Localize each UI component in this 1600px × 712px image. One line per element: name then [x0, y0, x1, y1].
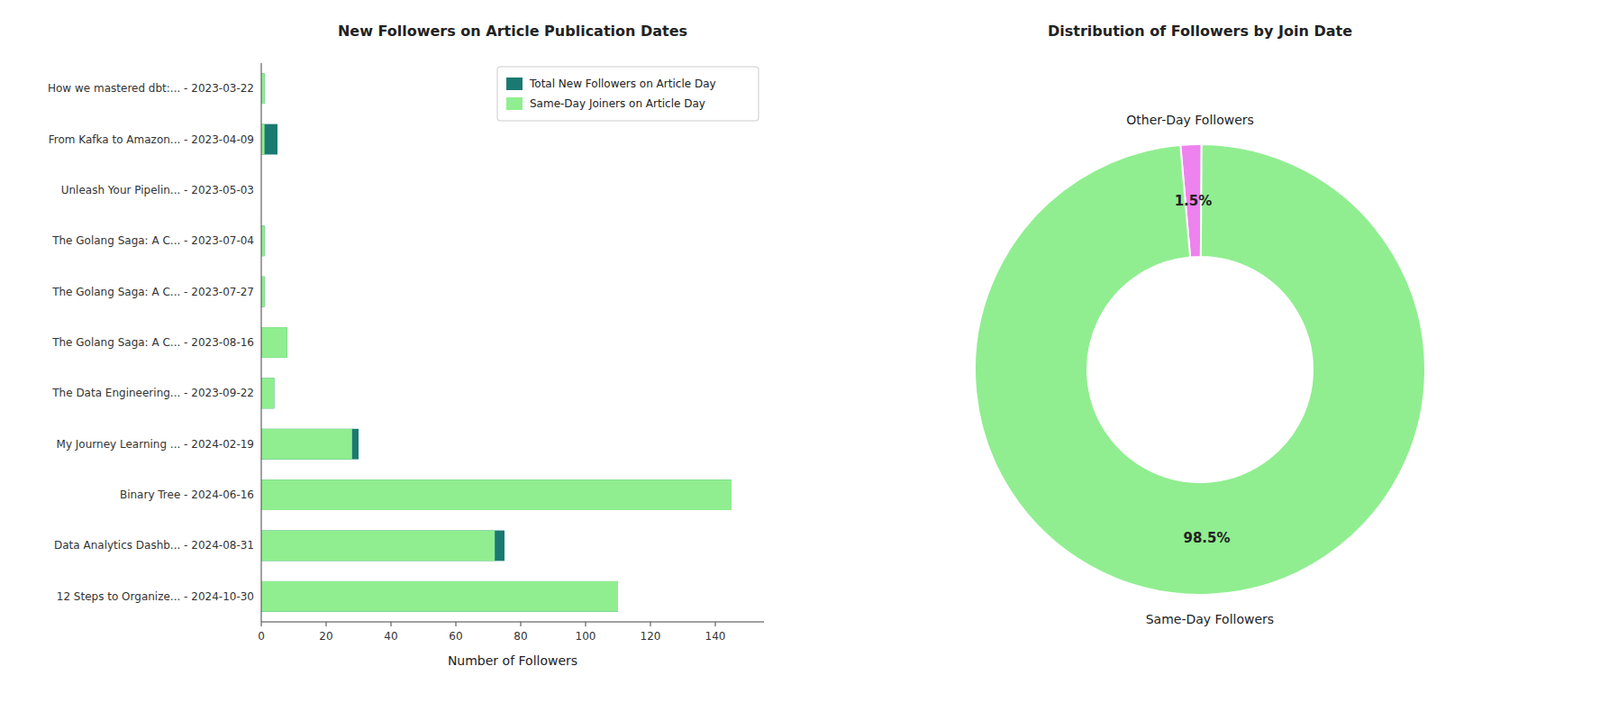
bar: [261, 581, 619, 612]
x-tick-label: 60: [448, 629, 463, 643]
bar: [261, 124, 265, 155]
data-label: 98.5%: [1183, 529, 1231, 546]
y-tick-label: The Golang Saga: A C... - 2023-08-16: [51, 336, 255, 349]
bar: [261, 581, 619, 612]
x-tick: [455, 621, 457, 627]
x-tick: [715, 621, 717, 627]
chart-title: Distribution of Followers by Join Date: [1047, 22, 1353, 40]
bar: [261, 530, 495, 562]
x-tick: [520, 621, 522, 627]
x-tick: [326, 621, 328, 627]
y-tick-label: The Golang Saga: A C... - 2023-07-04: [51, 234, 255, 247]
pie-chart: Distribution of Followers by Join Date 1.…: [974, 22, 1426, 627]
y-tick-label: My Journey Learning ... - 2024-02-19: [56, 437, 255, 451]
bar: [261, 377, 274, 409]
legend-entry: Same-Day Joiners on Article Day: [529, 97, 706, 110]
x-tick: [261, 621, 263, 627]
slice-label: Same-Day Followers: [1145, 611, 1274, 627]
bar: [261, 225, 265, 256]
y-tick-label: Unleash Your Pipelin... - 2023-05-03: [61, 183, 255, 197]
x-tick-label: 140: [705, 629, 727, 643]
bars: [261, 72, 732, 611]
bar: [261, 225, 265, 256]
x-tick-label: 80: [513, 629, 528, 643]
legend-entry: Total New Followers on Article Day: [528, 77, 717, 91]
bar: [261, 327, 288, 358]
background: [0, 0, 1600, 712]
chart-title: New Followers on Article Publication Dat…: [337, 22, 688, 40]
y-tick-label: How we mastered dbt:... - 2023-03-22: [47, 81, 255, 95]
pie-slice: [974, 144, 1426, 595]
bar: [261, 377, 274, 409]
x-axis-label: Number of Followers: [447, 653, 578, 668]
bar: [261, 428, 359, 460]
bar-chart: New Followers on Article Publication Dat…: [47, 22, 764, 668]
legend-swatch: [506, 97, 523, 110]
x-axis-line: [261, 621, 764, 623]
bar: [261, 72, 265, 104]
y-tick-label: The Data Engineering... - 2023-09-22: [51, 386, 255, 400]
y-tick-label: From Kafka to Amazon... - 2023-04-09: [48, 133, 255, 146]
bar: [261, 72, 265, 104]
bar: [261, 276, 265, 308]
bar: [261, 428, 353, 460]
x-tick-label: 0: [257, 629, 265, 643]
legend-box: [497, 66, 759, 121]
bar: [261, 479, 732, 510]
bar: [261, 124, 278, 155]
x-tick-label: 100: [575, 629, 597, 643]
legend: Total New Followers on Article Day Same-D…: [497, 66, 759, 121]
bar: [261, 530, 505, 562]
y-tick-label: The Golang Saga: A C... - 2023-07-27: [51, 285, 255, 299]
y-tick-label: Binary Tree - 2024-06-16: [119, 488, 255, 501]
y-axis-line: [261, 63, 263, 622]
x-tick: [390, 621, 392, 627]
data-label: 1.5%: [1174, 192, 1213, 210]
bar: [261, 479, 732, 510]
figure: New Followers on Article Publication Dat…: [0, 0, 1600, 712]
bar: [261, 276, 265, 308]
legend-swatch: [506, 77, 523, 91]
x-tick-label: 20: [318, 629, 333, 643]
y-tick-label: 12 Steps to Organize... - 2024-10-30: [56, 590, 255, 603]
bar: [261, 327, 288, 358]
y-tick-label: Data Analytics Dashb... - 2024-08-31: [54, 538, 255, 552]
x-tick-label: 120: [640, 629, 662, 643]
x-tick: [650, 621, 652, 627]
x-tick-label: 40: [383, 629, 398, 643]
slice-label: Other-Day Followers: [1126, 112, 1255, 128]
x-tick: [585, 621, 587, 627]
